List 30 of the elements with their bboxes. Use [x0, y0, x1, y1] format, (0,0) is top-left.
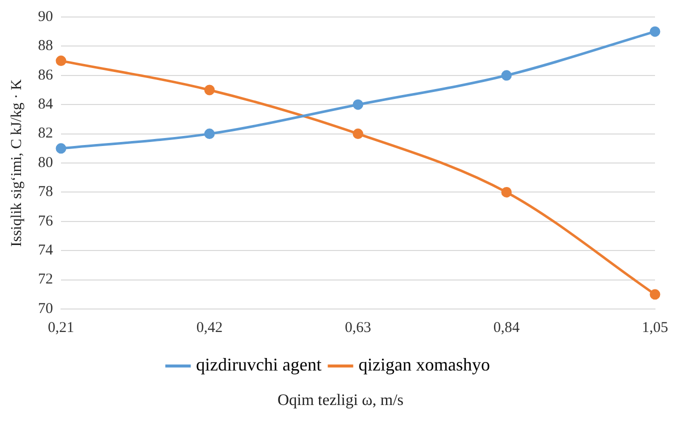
- point: [352, 128, 364, 140]
- y-tick-label: 76: [38, 213, 54, 230]
- y-axis-title: Issiqlik sig‘imi, C kJ/kg · K: [8, 79, 25, 247]
- y-tick-label: 90: [38, 8, 53, 25]
- y-tick-label: 84: [38, 96, 54, 113]
- y-tick-label: 82: [38, 126, 53, 142]
- x-axis-title: Oqim tezligi ω, m/s: [276, 392, 405, 410]
- y-tick-label: 88: [38, 38, 53, 54]
- point: [204, 84, 215, 96]
- y-tick-label: 80: [38, 154, 53, 171]
- point: [204, 128, 215, 140]
- point: [56, 56, 66, 66]
- y-tick-label: 72: [38, 272, 53, 288]
- point: [650, 289, 660, 300]
- legend-label: qizdiruvchi agent: [196, 354, 322, 375]
- x-tick-label: 0,42: [196, 320, 223, 336]
- x-tick-label: 0,84: [493, 320, 520, 336]
- x-tick-label: 1,05: [642, 320, 668, 336]
- point: [501, 70, 512, 81]
- point: [650, 26, 660, 37]
- y-tick-label: 70: [38, 300, 53, 317]
- x-tick-label: 0,63: [344, 320, 372, 336]
- x-tick-label: 0,21: [48, 320, 74, 336]
- legend-label: qizigan xomashyo: [358, 354, 490, 375]
- point: [352, 99, 364, 110]
- y-tick-label: 86: [38, 67, 54, 84]
- point: [56, 143, 66, 154]
- y-tick-label: 78: [38, 184, 53, 200]
- y-tick-label: 74: [38, 242, 54, 259]
- point: [501, 186, 512, 198]
